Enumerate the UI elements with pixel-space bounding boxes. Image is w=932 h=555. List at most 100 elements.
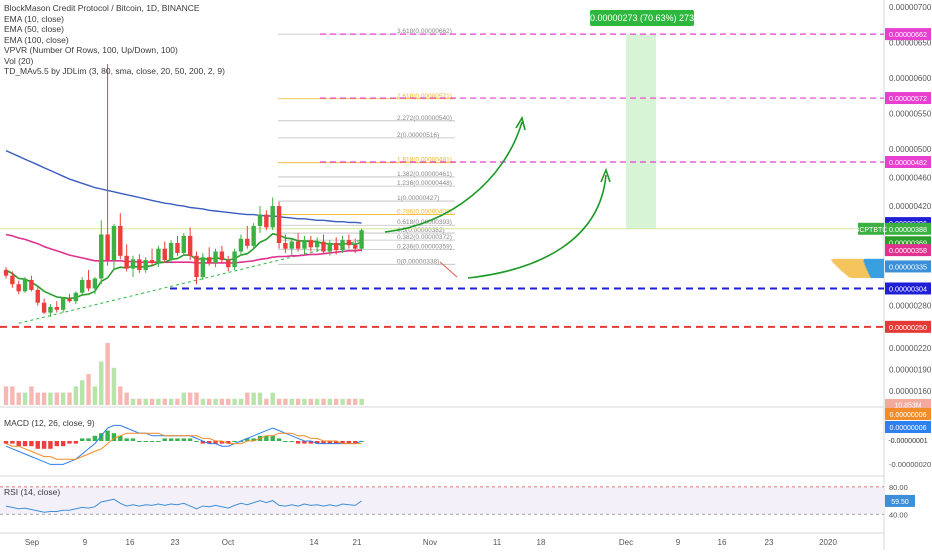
candle-body [346,240,352,246]
volume-bar [308,398,313,405]
symbol-tag-bg [858,222,884,235]
legend-ema10[interactable]: EMA (10, close) [4,13,64,24]
volume-bar [10,386,15,405]
macd-histogram-bar [156,441,161,442]
macd-tag: 0.00000006 [890,412,927,419]
volume-bar [60,392,66,405]
candle-body [54,306,59,310]
candle-body [137,259,142,270]
legend-vpvr[interactable]: VPVR (Number Of Rows, 100, Up/Down, 100) [4,45,178,55]
macd-histogram-bar [289,441,294,442]
candle-body [67,298,72,302]
volume-bar [327,398,333,405]
volume-bar [48,392,53,405]
price-tag-bg [885,156,931,168]
volume-bar [16,392,21,405]
fib-level-label: 0.382(0.00000372) [397,234,452,241]
legend-td-ma[interactable]: TD_MAv5.5 by JDLim (3, 80, sma, close, 2… [4,66,225,76]
volume-bar [41,392,47,405]
candle-body [264,214,269,228]
price-axis-label: 0.00000420 [889,202,932,211]
price-axis-label: 0.00000160 [889,387,932,396]
volume-bar [270,392,275,405]
candle-body [48,306,53,313]
candle-body [289,241,294,249]
price-axis-label: 0.00000700 [889,3,932,12]
macd-histogram-bar [327,441,333,444]
candle-body [175,243,180,253]
time-axis-label: Sep [25,538,40,547]
candle-body [29,279,34,290]
volume-tag: 10.853M [894,403,921,410]
volume-bar [162,398,167,405]
volume-bar [29,386,34,405]
legend-ema100[interactable]: EMA (100, close) [4,34,69,45]
legend-volume[interactable]: Vol (20) [4,55,34,66]
candle-body [213,251,218,263]
projection-arrowhead-1 [515,115,526,131]
macd-histogram-bar [321,441,326,444]
volume-bar [283,398,288,405]
rsi-panel-label[interactable]: RSI (14, close) [4,487,61,497]
macd-histogram-bar [245,438,250,441]
candle-body [80,279,85,293]
fib-level-label: 1.236(0.00000448) [397,180,452,187]
rsi-line [5,498,362,513]
candle-body [99,234,104,279]
candle-body [181,235,186,253]
candle-body [270,206,275,228]
candle-body [238,238,244,252]
macd-histogram-bar [73,441,79,444]
macd-histogram-bar [314,441,320,444]
price-tag-bg [885,260,931,273]
price-tag-bg [885,222,931,235]
time-axis-label: 9 [676,538,681,547]
macd-histogram-bar [130,438,136,441]
symbol-tag: BCPTBTC [855,227,888,234]
macd-histogram-bar [334,441,339,444]
volume-bar [340,398,345,405]
price-tag-bg [885,28,931,41]
fib-level-label: 2.272(0.00000540) [397,115,452,122]
volume-bar [238,398,244,405]
macd-histogram-bar [194,441,199,442]
price-tag: 0.00000482 [889,158,927,167]
macd-histogram-bar [295,441,301,444]
candle-body [86,279,91,289]
measure-label-bg [590,10,694,26]
rsi-axis-label: 80.00 [889,483,908,492]
rsi-axis-label: 40.00 [889,510,908,519]
fib-level-label: 0(0.00000338) [397,258,439,265]
candle-body [308,240,313,248]
fib-level-label: 2.618(0.00000571) [397,93,452,100]
time-axis-label: 21 [353,538,362,547]
macd-histogram-bar [67,441,72,444]
candle-body [219,251,225,261]
price-tag-bg [885,244,931,257]
price-tag: 0.00000304 [889,284,927,293]
candle-body [245,238,250,246]
fib-level-label: 1(0.00000427) [397,195,439,202]
time-axis-label: 11 [493,538,502,547]
legend-ema50[interactable]: EMA (50, close) [4,24,64,34]
time-axis-label: 14 [310,538,319,547]
volume-bar [35,392,40,405]
price-axis-label: 0.00000460 [889,174,932,183]
price-tag: 0.00000572 [889,94,927,103]
price-axis-label: 0.00000190 [889,365,932,374]
chart-title[interactable]: BlockMason Credit Protocol / Bitcoin, 1D… [4,3,200,13]
volume-bar [3,386,9,405]
macd-line [5,424,362,465]
volume-bar [200,398,206,405]
volume-bar [149,398,155,405]
volume-bar [124,392,129,405]
volume-bar [92,386,98,405]
macd-panel-label[interactable]: MACD (12, 26, close, 9) [4,418,95,428]
price-tag: 0.00000388 [889,225,927,234]
macd-histogram-bar [213,441,218,444]
volume-bar [245,392,250,405]
measure-label: 0.00000273 (70.63%) 273 [590,13,694,23]
macd-tag-bg [885,421,931,433]
candle-body [22,279,28,292]
macd-histogram-bar [308,441,313,444]
